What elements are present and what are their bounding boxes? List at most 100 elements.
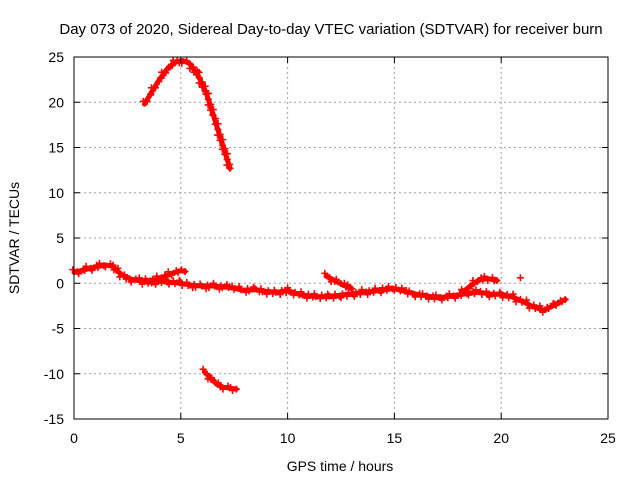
y-tick-label: -5 [52, 321, 65, 337]
data-point [356, 291, 364, 299]
y-axis-label: SDTVAR / TECUs [6, 182, 22, 294]
data-point [531, 305, 539, 313]
data-point [499, 293, 507, 301]
data-point [365, 287, 373, 295]
data-point [157, 74, 165, 82]
data-point [471, 290, 478, 298]
data-point [370, 288, 378, 296]
data-point [312, 293, 320, 301]
data-point [164, 268, 172, 276]
data-point [171, 280, 179, 288]
data-point [96, 259, 103, 267]
data-point [478, 291, 486, 299]
data-point [229, 386, 237, 394]
data-point [257, 285, 265, 293]
x-tick-label: 20 [493, 430, 509, 446]
data-point [543, 303, 551, 311]
data-point [539, 308, 547, 316]
data-point [332, 275, 340, 283]
data-point [344, 289, 352, 297]
data-point [383, 286, 391, 294]
data-point [69, 266, 77, 274]
data-points [69, 56, 569, 394]
data-point [524, 300, 532, 308]
data-point [451, 294, 459, 302]
data-point [432, 291, 440, 299]
data-point [167, 60, 175, 68]
data-point [343, 292, 351, 300]
y-tick-label: -10 [44, 366, 64, 382]
data-point [141, 275, 149, 283]
data-point [458, 286, 466, 294]
data-point [461, 286, 469, 294]
data-point [184, 282, 192, 290]
data-point [358, 286, 366, 294]
data-point [219, 385, 227, 393]
data-point [530, 301, 538, 309]
data-point [411, 293, 419, 301]
data-point [480, 272, 488, 280]
data-point [318, 291, 326, 299]
data-point [226, 164, 234, 172]
data-point [192, 283, 200, 291]
data-point [178, 59, 186, 67]
data-point [417, 293, 425, 301]
data-point [379, 284, 387, 292]
data-point [203, 370, 211, 378]
data-point [120, 271, 128, 279]
data-point [147, 90, 155, 98]
data-point [331, 290, 339, 298]
data-point [462, 287, 470, 295]
data-point [138, 280, 146, 288]
data-point [127, 278, 135, 286]
data-point [445, 290, 453, 298]
data-point [264, 287, 272, 295]
data-point [168, 62, 176, 70]
data-point [337, 294, 345, 302]
data-point [444, 294, 452, 302]
data-point [338, 290, 346, 298]
data-point [132, 275, 140, 283]
data-point [384, 282, 392, 290]
data-point [516, 274, 524, 282]
data-point [316, 295, 324, 303]
y-tick-label: -15 [44, 411, 64, 427]
data-point [405, 287, 413, 295]
data-point [350, 292, 358, 300]
data-point [330, 294, 338, 302]
data-point [291, 288, 299, 296]
data-point [88, 266, 96, 274]
data-point [340, 279, 348, 287]
data-point [503, 291, 511, 299]
data-point [198, 282, 206, 290]
data-point [163, 273, 171, 281]
data-point [81, 267, 89, 275]
data-point [467, 282, 475, 290]
data-point [344, 281, 352, 289]
data-point [276, 291, 284, 299]
data-point [512, 298, 520, 306]
data-point [472, 286, 480, 294]
data-point [181, 267, 189, 275]
data-point [151, 84, 159, 92]
data-point [438, 296, 446, 304]
data-point [425, 295, 433, 303]
data-point [116, 273, 124, 281]
data-point [561, 296, 569, 304]
data-point [232, 385, 240, 393]
data-point [430, 295, 438, 303]
data-point [109, 261, 117, 269]
y-tick-label: 5 [56, 230, 64, 246]
data-point [183, 278, 191, 286]
data-point [482, 287, 490, 295]
data-point [110, 266, 118, 274]
data-point [218, 284, 226, 292]
chart-title: Day 073 of 2020, Sidereal Day-to-day VTE… [59, 21, 602, 38]
data-point [177, 266, 185, 274]
y-tick-label: 0 [56, 275, 64, 291]
data-point [536, 302, 544, 310]
data-point [298, 291, 306, 299]
data-point [522, 296, 530, 304]
data-point [484, 277, 492, 285]
